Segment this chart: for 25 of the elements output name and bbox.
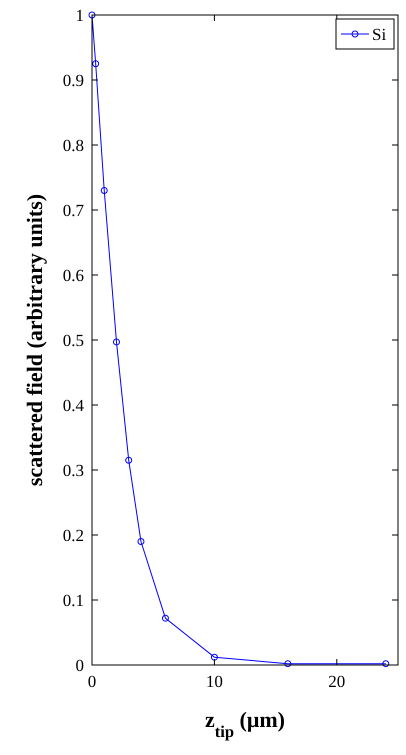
point [92, 60, 100, 68]
point [125, 456, 132, 464]
point [210, 654, 218, 661]
legend-label: Si [372, 24, 386, 44]
y-tick-label: 0.8 [62, 136, 84, 155]
x-tick-label: 20 [328, 672, 346, 691]
point [137, 538, 144, 545]
y-axis-title: scattered field (arbitrary units) [22, 194, 47, 486]
x-axis-title: z$_{tip}$ (μm) [205, 707, 285, 740]
x-tick-label: 10 [206, 672, 223, 691]
y-tick-label: 0.1 [62, 590, 84, 610]
y-tick-label: 0.3 [62, 460, 84, 480]
y-tick-label: 0.6 [62, 266, 84, 285]
y-tick-label: 0.4 [62, 396, 84, 415]
y-tick-label: 0.7 [62, 200, 84, 220]
y-tick-label: 1 [76, 6, 84, 25]
point [100, 187, 108, 194]
point [284, 660, 292, 668]
y-tick-label: 0 [76, 656, 84, 675]
x-tick-label: 0 [88, 672, 96, 691]
y-tick-label: 0.2 [62, 526, 84, 545]
y-tick-label: 0.9 [62, 70, 84, 90]
point [162, 614, 169, 622]
point [112, 338, 120, 346]
y-tick-label: 0.5 [62, 330, 84, 350]
